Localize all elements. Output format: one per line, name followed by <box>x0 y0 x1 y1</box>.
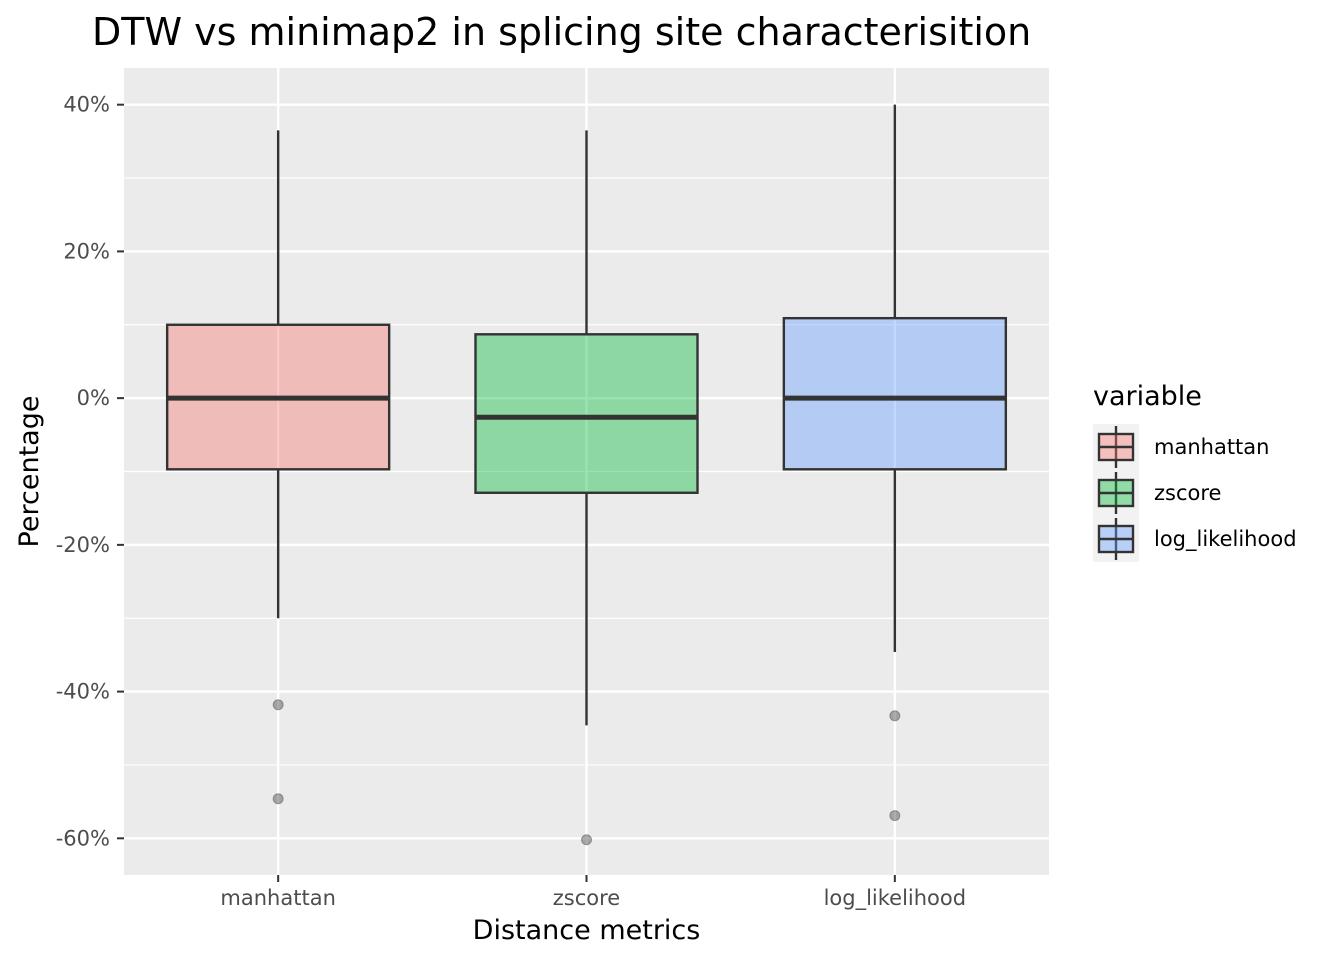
outlier-point <box>272 793 284 805</box>
y-tick-label: 20% <box>63 239 110 263</box>
legend-item-manhattan: manhattan <box>1093 424 1269 470</box>
x-axis-title: Distance metrics <box>473 915 701 946</box>
box-body <box>782 316 1008 471</box>
y-tick-label: 0% <box>77 386 110 410</box>
box-log_likelihood <box>782 104 1008 822</box>
legend-title: variable <box>1093 381 1202 412</box>
legend: variable manhattan zscore log_likelihood <box>1093 381 1297 562</box>
x-tick-label: zscore <box>553 886 620 910</box>
legend-item-log_likelihood: log_likelihood <box>1093 516 1297 562</box>
x-axis: manhattan zscore log_likelihood <box>220 875 966 911</box>
y-tick-label: -20% <box>56 533 110 557</box>
box-manhattan <box>165 130 391 805</box>
x-tick-label: log_likelihood <box>824 886 967 911</box>
y-axis: 40% 20% 0% -20% -40% -60% <box>56 93 124 850</box>
outlier-point <box>581 834 592 846</box>
legend-label: manhattan <box>1154 435 1269 459</box>
y-tick-label: -60% <box>56 826 110 850</box>
box-series <box>165 104 1008 846</box>
outlier-point <box>889 810 901 822</box>
box-zscore <box>474 130 699 846</box>
x-tick-label: manhattan <box>220 886 335 910</box>
box-body <box>474 333 699 494</box>
y-tick-label: 40% <box>63 93 110 117</box>
legend-item-zscore: zscore <box>1093 470 1221 516</box>
chart-title: DTW vs minimap2 in splicing site charact… <box>92 10 1031 54</box>
y-tick-label: -40% <box>56 680 110 704</box>
outlier-point <box>889 710 901 722</box>
outlier-point <box>272 699 284 711</box>
legend-label: log_likelihood <box>1154 527 1297 552</box>
legend-label: zscore <box>1154 481 1221 505</box>
y-axis-title: Percentage <box>14 396 45 548</box>
